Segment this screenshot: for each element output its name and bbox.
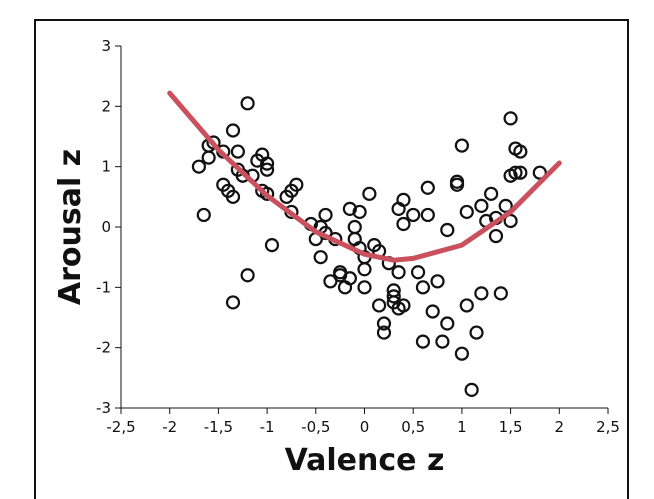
x-ticks: -2,5 -2 -1,5 -1 -0,5 0 0,5 1 1,5 2 2,5 [106, 408, 620, 436]
x-tick-label: 1,5 [499, 418, 523, 436]
y-tick-label: 2 [101, 97, 111, 115]
x-tick-label: 1 [457, 418, 467, 436]
fit-curve [167, 90, 562, 263]
data-point [347, 219, 362, 235]
data-point [415, 280, 431, 295]
data-point [469, 325, 484, 340]
data-point [357, 280, 372, 295]
data-point [406, 207, 421, 223]
data-point [342, 271, 357, 286]
data-point [488, 228, 504, 244]
data-point [225, 189, 241, 204]
y-tick-label: 0 [101, 218, 111, 236]
x-tick-label: 0 [360, 418, 370, 436]
data-point [493, 286, 508, 301]
data-point [454, 346, 469, 361]
data-point [230, 144, 245, 159]
chart-frame: 3 2 1 0 -1 -2 -3 -2,5 -2 -1,5 -1 -0,5 0 0,5 1 1,5 2 2,5 … [34, 19, 629, 499]
data-point [420, 207, 435, 223]
data-point [508, 165, 523, 180]
data-point [260, 186, 275, 201]
data-points [191, 96, 547, 397]
x-axis-title: Valence z [285, 443, 445, 478]
axes [120, 46, 608, 409]
x-tick-label: -2 [162, 418, 177, 436]
data-point [260, 156, 275, 171]
data-point [513, 165, 528, 180]
data-point [532, 165, 547, 180]
data-point [362, 186, 377, 201]
x-tick-label: 2,5 [596, 418, 620, 436]
data-point [225, 295, 241, 310]
y-axis-title: Arousal z [53, 149, 88, 305]
y-tick-label: -1 [96, 278, 111, 296]
y-ticks: 3 2 1 0 -1 -2 -3 [96, 37, 121, 417]
data-point [333, 268, 348, 283]
data-point [459, 298, 474, 313]
data-point [513, 144, 528, 159]
data-point [260, 162, 275, 177]
data-point [459, 204, 474, 220]
data-point [342, 201, 357, 216]
data-point [357, 262, 372, 277]
x-tick-label: -1,5 [204, 418, 233, 436]
data-point [191, 159, 207, 174]
data-point [206, 135, 221, 150]
chart-border [34, 19, 629, 499]
data-point [503, 213, 518, 229]
data-point [391, 265, 406, 280]
data-point [410, 265, 426, 280]
data-point [474, 286, 489, 301]
data-point [240, 268, 255, 283]
data-point [474, 198, 489, 213]
data-point [318, 207, 333, 223]
x-tick-label: -0,5 [301, 418, 330, 436]
data-point [420, 180, 435, 195]
data-point [396, 192, 411, 207]
data-point [372, 298, 387, 313]
data-point [201, 150, 216, 165]
data-point [264, 238, 280, 253]
data-point [430, 274, 445, 289]
data-point [240, 96, 255, 111]
data-point [440, 316, 455, 331]
data-point [425, 304, 440, 319]
data-point [435, 334, 450, 349]
data-point [396, 216, 411, 232]
data-point [289, 177, 304, 192]
x-tick-label: -2,5 [106, 418, 135, 436]
data-point [376, 316, 392, 331]
data-point [454, 138, 469, 153]
data-point [225, 123, 241, 138]
data-point [376, 325, 392, 340]
data-point [313, 250, 328, 265]
x-tick-label: -1 [260, 418, 275, 436]
data-point [415, 334, 431, 349]
y-tick-label: -3 [96, 399, 111, 417]
data-point [498, 198, 513, 213]
y-tick-label: 1 [101, 158, 111, 176]
data-point [503, 111, 518, 126]
data-point [440, 222, 455, 238]
data-point [396, 298, 411, 313]
data-point [352, 204, 367, 220]
y-tick-label: -2 [96, 339, 111, 357]
data-point [449, 177, 465, 192]
x-tick-label: 0,5 [401, 418, 425, 436]
data-point [386, 289, 401, 304]
data-point [196, 207, 211, 223]
data-point [464, 382, 479, 397]
data-point [484, 186, 499, 201]
x-tick-label: 2 [555, 418, 565, 436]
y-tick-label: 3 [101, 37, 111, 55]
